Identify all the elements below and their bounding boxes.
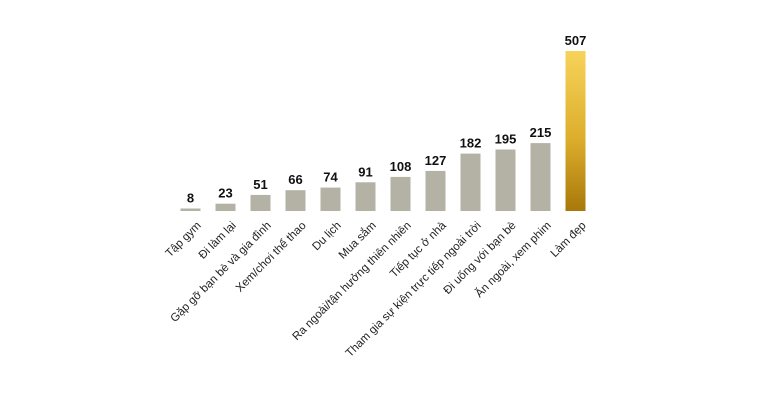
value-label-di-lam-lai: 23 (218, 186, 232, 201)
category-label-lam-dep: Làm đẹp (549, 220, 589, 260)
value-label-mua-sam: 91 (358, 164, 372, 179)
value-labels-layer: 8 23 51 66 74 91 108 127 182 195 215 507 (187, 33, 586, 206)
bar-mua-sam (355, 182, 376, 211)
value-label-ra-ngoai-tan-huong-thien-nhien: 108 (390, 159, 412, 174)
value-label-tiep-tuc-o-nha: 127 (425, 153, 447, 168)
bar-tiep-tuc-o-nha (425, 170, 446, 211)
bar-gap-go-ban-be-va-gia-dinh (250, 194, 271, 211)
value-label-lam-dep: 507 (565, 33, 587, 48)
value-label-tham-gia-su-kien-truc-tiep-ngoai-troi: 182 (460, 136, 482, 151)
bar-an-ngoai-xem-phim (530, 143, 551, 211)
bar-di-lam-lai (215, 203, 236, 211)
value-label-du-lich: 74 (323, 170, 338, 185)
value-label-di-uong-voi-ban-be: 195 (495, 132, 517, 147)
bar-xem-choi-the-thao (285, 190, 306, 211)
bar-tap-gym (180, 208, 201, 211)
bar-ra-ngoai-tan-huong-thien-nhien (390, 176, 411, 211)
bar-di-uong-voi-ban-be (495, 149, 516, 211)
value-label-tap-gym: 8 (187, 191, 194, 206)
bars-layer (180, 51, 586, 211)
value-label-xem-choi-the-thao: 66 (288, 172, 302, 187)
bar-lam-dep (565, 51, 586, 211)
bar-du-lich (320, 187, 341, 211)
value-label-gap-go-ban-be-va-gia-dinh: 51 (253, 177, 267, 192)
value-label-an-ngoai-xem-phim: 215 (530, 125, 552, 140)
category-label-du-lich: Du lịch (310, 220, 343, 253)
bar-tham-gia-su-kien-truc-tiep-ngoai-troi (460, 153, 481, 211)
category-label-xem-choi-the-thao: Xem/chơi thể thao (234, 220, 309, 295)
